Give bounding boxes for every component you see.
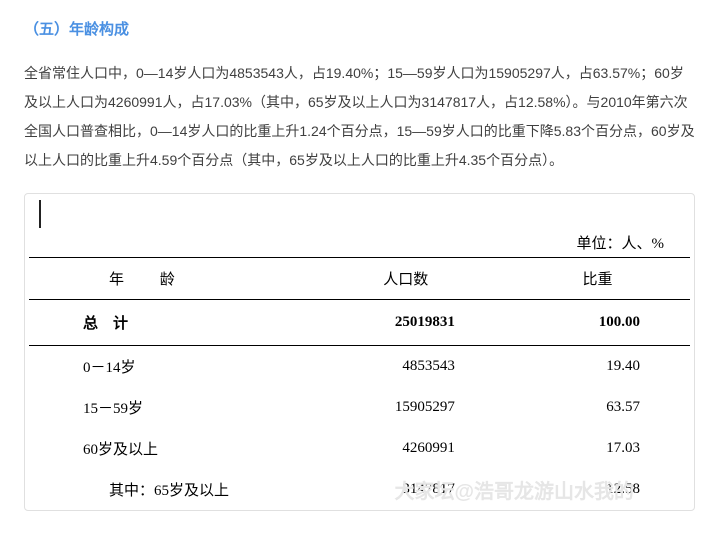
col-age-header: 年 龄 (29, 258, 307, 300)
table-unit-label: 单位：人、% (29, 194, 690, 257)
cell-pop: 3147817 (307, 469, 505, 510)
total-label: 总 计 (29, 300, 307, 346)
axis-tick (39, 200, 41, 228)
col-pop-header: 人口数 (307, 258, 505, 300)
table-row: 15－59岁 15905297 63.57 (29, 387, 690, 428)
total-ratio: 100.00 (505, 300, 690, 346)
cell-ratio: 17.03 (505, 428, 690, 469)
cell-ratio: 12.58 (505, 469, 690, 510)
cell-pop: 4853543 (307, 346, 505, 388)
col-ratio-header: 比重 (505, 258, 690, 300)
table-row: 其中：65岁及以上 3147817 12.58 (29, 469, 690, 510)
table-header-row: 年 龄 人口数 比重 (29, 258, 690, 300)
cell-age: 60岁及以上 (29, 428, 307, 469)
cell-pop: 15905297 (307, 387, 505, 428)
body-paragraph: 全省常住人口中，0—14岁人口为4853543人，占19.40%；15—59岁人… (24, 59, 695, 175)
table-row: 0－14岁 4853543 19.40 (29, 346, 690, 388)
table-total-row: 总 计 25019831 100.00 (29, 300, 690, 346)
cell-age: 0－14岁 (29, 346, 307, 388)
section-title: （五）年龄构成 (24, 18, 695, 39)
total-pop: 25019831 (307, 300, 505, 346)
cell-age: 15－59岁 (29, 387, 307, 428)
age-table: 年 龄 人口数 比重 总 计 25019831 100.00 0－14岁 485… (29, 257, 690, 510)
age-table-container: 单位：人、% 年 龄 人口数 比重 总 计 25019831 100.00 0－… (24, 193, 695, 511)
table-row: 60岁及以上 4260991 17.03 (29, 428, 690, 469)
cell-ratio: 63.57 (505, 387, 690, 428)
cell-age: 其中：65岁及以上 (29, 469, 307, 510)
cell-ratio: 19.40 (505, 346, 690, 388)
cell-pop: 4260991 (307, 428, 505, 469)
